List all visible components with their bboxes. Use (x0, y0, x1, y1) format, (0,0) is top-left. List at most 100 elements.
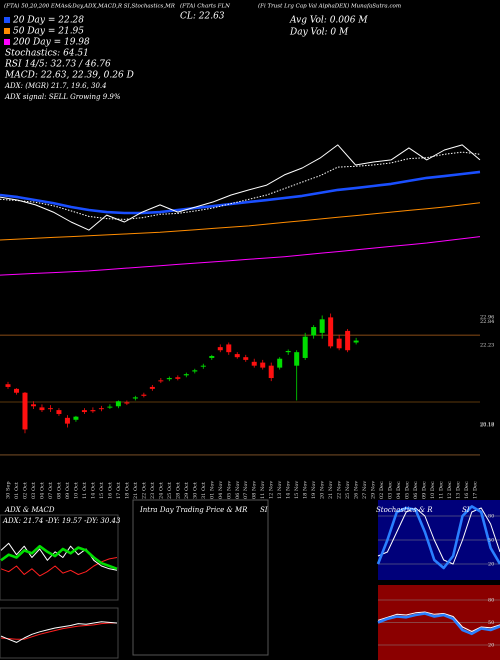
legend-label: 50 Day = 21.95 (13, 27, 84, 37)
candle-body (39, 407, 45, 411)
x-tick-label: 18 Nov (303, 481, 309, 499)
x-tick-label: 03 Oct (31, 482, 37, 499)
candle-body (200, 365, 206, 367)
x-tick-label: 12 Dec (447, 481, 453, 499)
series-line (0, 144, 481, 231)
candle-body (285, 351, 291, 353)
x-tick-label: 10 Dec (430, 481, 436, 499)
candle-body (149, 386, 155, 389)
x-tick-label: 24 Oct (158, 482, 164, 499)
series-line (377, 611, 500, 632)
x-tick-label: 05 Dec (405, 481, 411, 499)
y-tick-label: 20.16 (480, 423, 494, 429)
x-tick-label: 22 Nov (337, 481, 343, 499)
x-tick-label: 10 Oct (73, 482, 79, 499)
x-tick-label: 15 Nov (294, 481, 300, 499)
x-tick-label: 29 Nov (371, 481, 377, 499)
candle-body (81, 410, 87, 413)
series-line (0, 544, 118, 571)
legend-swatch (4, 17, 10, 23)
stat-label: ADX signal: SELL Growing 9.9% (4, 93, 121, 101)
x-tick-label: 19 Nov (311, 481, 317, 499)
x-tick-label: 29 Oct (184, 482, 190, 499)
candle-body (268, 365, 274, 379)
y-tick-label: 20.19 (480, 422, 494, 428)
x-tick-label: 06 Nov (235, 481, 241, 499)
legend-swatch (4, 28, 10, 34)
candle-body (209, 356, 215, 358)
x-tick-label: 04 Oct (39, 482, 45, 499)
marks (0, 144, 500, 660)
x-tick-label: 15 Oct (99, 482, 105, 499)
candle-body (13, 388, 19, 393)
candle-body (64, 417, 70, 424)
adx-panel (0, 514, 119, 601)
header-title: (FTA) Charts FLN (180, 3, 230, 10)
x-tick-label: 02 Dec (379, 481, 385, 499)
series-line (0, 202, 481, 241)
panel-subtitle: ADX: 21.74 -DY: 19.57 -DY: 30.43 (2, 517, 121, 525)
stat-label: Stochastics: 64.51 (5, 49, 89, 59)
series-line (0, 151, 481, 220)
x-tick-label: 26 Nov (354, 481, 360, 499)
stat-label: ADX: (MGR) 21.7, 19.6, 30.4 (4, 82, 107, 90)
candle-body (192, 370, 198, 372)
series-line (0, 542, 118, 571)
close-label: CL: 22.63 (180, 12, 225, 22)
candle-body (107, 406, 113, 408)
candle-body (132, 397, 138, 399)
x-tick-label: 04 Dec (396, 481, 402, 499)
x-tick-label: 27 Nov (362, 481, 368, 499)
x-tick-label: 01 Nov (209, 481, 215, 499)
day-vol: Day Vol: 0 M (289, 28, 349, 38)
x-tick-label: 07 Oct (48, 482, 54, 499)
x-tick-label: 30 Sep (6, 481, 12, 499)
x-tick-label: 11 Oct (82, 482, 88, 499)
candle-body (22, 392, 28, 430)
x-tick-label: 09 Dec (422, 481, 428, 499)
series-line (376, 505, 500, 570)
candle-body (47, 408, 53, 410)
y-tick-label: 22.84 (480, 319, 494, 325)
x-tick-label: 14 Oct (90, 482, 96, 499)
candle-body (5, 384, 11, 387)
header-title: (Fi Trust Lrg Cap Val AlphaDEX) MunafaSu… (258, 3, 401, 10)
x-tick-label: 17 Dec (473, 481, 479, 499)
x-tick-label: 04 Nov (218, 481, 224, 499)
x-tick-label: 17 Oct (116, 482, 122, 499)
candle-body (158, 380, 164, 382)
candle-body (319, 319, 325, 333)
series-line (0, 170, 481, 215)
candle-body (141, 394, 147, 396)
candle-body (166, 378, 172, 380)
candle-body (336, 338, 342, 349)
y-tick-label: 80 (488, 514, 494, 520)
series-line (0, 236, 481, 276)
x-tick-label: 05 Nov (226, 481, 232, 499)
x-tick-label: 09 Oct (65, 482, 71, 499)
series-line (0, 622, 117, 640)
y-tick-label: 20 (488, 562, 494, 568)
x-tick-label: 06 Dec (413, 481, 419, 499)
x-tick-label: 28 Oct (175, 482, 181, 499)
x-tick-label: 12 Nov (269, 481, 275, 499)
candle-body (328, 317, 334, 347)
y-tick-label: 22.96 (480, 315, 494, 321)
candle-body (115, 401, 121, 407)
y-tick-label: 22.23 (480, 343, 494, 349)
candle-body (56, 410, 62, 414)
x-tick-label: 25 Nov (345, 481, 351, 499)
x-tick-label: 08 Nov (252, 481, 258, 499)
x-tick-label: 16 Dec (464, 481, 470, 499)
x-tick-label: 01 Oct (14, 482, 20, 499)
panel-title: SI (260, 506, 268, 514)
y-tick-label: 20 (488, 643, 494, 649)
legend-label: 20 Day = 22.28 (12, 16, 84, 26)
candle-body (345, 330, 351, 351)
series-line (377, 612, 500, 636)
x-tick-label: 23 Oct (150, 482, 156, 499)
candle-body (311, 327, 317, 336)
x-tick-label: 07 Nov (243, 481, 249, 499)
